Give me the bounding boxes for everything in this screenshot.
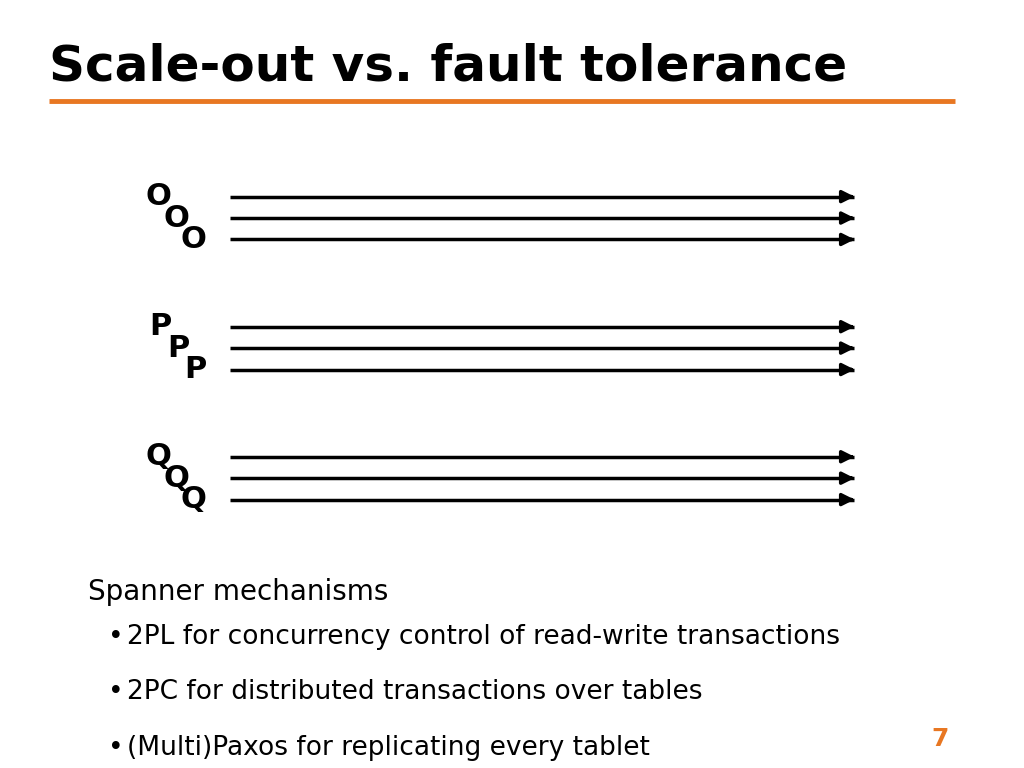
Text: 2PC for distributed transactions over tables: 2PC for distributed transactions over ta…: [127, 680, 702, 705]
Text: 2PL for concurrency control of read-write transactions: 2PL for concurrency control of read-writ…: [127, 624, 841, 650]
Text: P: P: [150, 312, 171, 341]
Text: •: •: [108, 624, 124, 650]
Text: O: O: [181, 225, 207, 254]
Text: P: P: [184, 355, 207, 384]
Text: Spanner mechanisms: Spanner mechanisms: [88, 578, 388, 606]
Text: 7: 7: [931, 727, 948, 751]
Text: O: O: [163, 204, 189, 233]
Text: O: O: [145, 182, 171, 211]
Text: Q: Q: [181, 485, 207, 514]
Text: (Multi)Paxos for replicating every tablet: (Multi)Paxos for replicating every table…: [127, 735, 650, 761]
Text: Scale-out vs. fault tolerance: Scale-out vs. fault tolerance: [49, 42, 847, 90]
Text: Q: Q: [145, 442, 171, 472]
Text: •: •: [108, 680, 124, 705]
Text: P: P: [167, 333, 189, 362]
Text: •: •: [108, 735, 124, 761]
Text: Q: Q: [163, 464, 189, 492]
